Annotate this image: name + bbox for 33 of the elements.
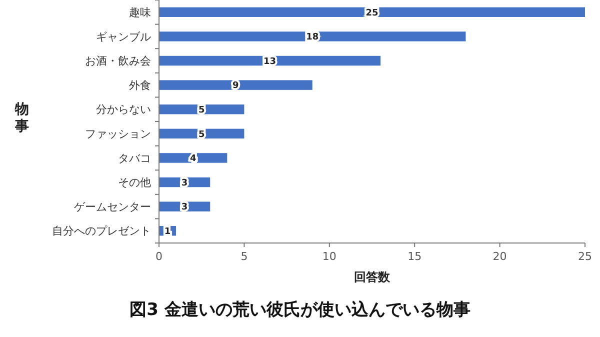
data-label: 5 [198, 106, 205, 116]
y-tick-label: ゲームセンター [74, 200, 151, 214]
text: 図3 金遣いの荒い彼氏が使い込んでいる物事 [130, 300, 470, 320]
x-tick-label: 15 [408, 250, 422, 263]
bar [159, 7, 585, 18]
y-axis-title: 物事 [14, 102, 29, 134]
y-tick-label: お酒・飲み会 [85, 54, 151, 68]
bar [159, 56, 381, 66]
data-label: 25 [366, 8, 378, 18]
bar [159, 80, 312, 90]
data-label: 3 [181, 202, 188, 213]
y-tick-label: 趣味 [129, 6, 151, 19]
y-tick-label: タバコ [118, 152, 151, 165]
y-tick-label: 分からない [96, 103, 151, 116]
x-tick-label: 5 [240, 250, 248, 263]
x-tick-label: 0 [156, 250, 162, 263]
x-tick-label: 20 [492, 250, 507, 263]
x-tick-label: 10 [322, 250, 336, 263]
y-tick-label: ギャンブル [96, 30, 151, 44]
y-tick-label: ファッション [85, 128, 151, 140]
data-label: 1 [164, 227, 171, 237]
y-tick-label: その他 [118, 176, 151, 190]
data-label: 13 [263, 56, 276, 67]
data-label: 5 [198, 130, 205, 140]
x-axis-title: 回答数 [354, 270, 391, 284]
data-label: 4 [190, 154, 196, 164]
bar [159, 32, 466, 42]
x-tick-label: 25 [578, 250, 592, 263]
data-label: 3 [181, 178, 188, 188]
data-label: 18 [306, 32, 319, 43]
data-label: 9 [232, 81, 239, 92]
y-tick-label: 自分へのプレゼント [52, 224, 151, 238]
y-tick-label: 外食 [129, 78, 151, 92]
